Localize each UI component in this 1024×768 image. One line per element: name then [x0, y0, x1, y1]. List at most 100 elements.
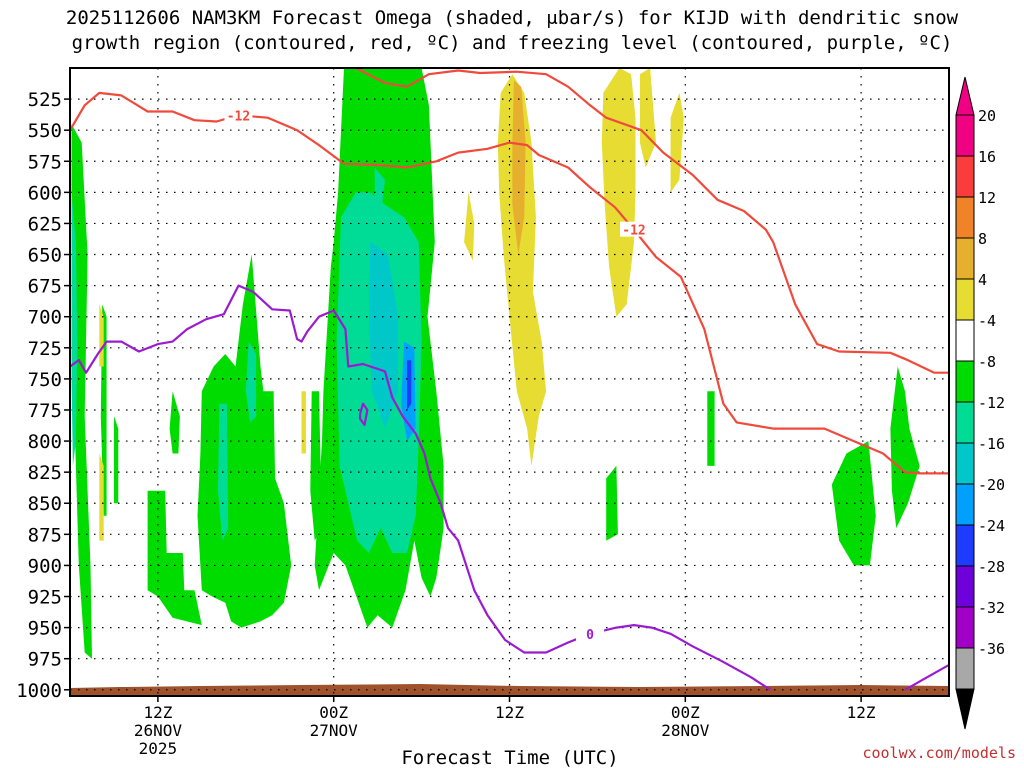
colorbar-box-2	[955, 196, 975, 239]
colorbar-label--20: -20	[978, 476, 1005, 494]
colorbar-box-1	[955, 155, 975, 198]
x-tick-label-42-0: 00Z	[671, 703, 700, 722]
x-tick-label-18-1: 27NOV	[310, 721, 359, 740]
omega-region-4	[99, 453, 104, 541]
colorbar-box-13	[955, 647, 975, 690]
x-tick-label-42-1: 28NOV	[661, 721, 710, 740]
purple-contour-label-bg-0	[576, 625, 605, 641]
y-tick-label-550: 550	[28, 120, 62, 142]
omega-region-18	[374, 167, 385, 218]
omega-region-22	[601, 68, 636, 317]
colorbar-box-11	[955, 565, 975, 608]
colorbar-label--28: -28	[978, 558, 1005, 576]
y-tick-label-900: 900	[28, 555, 62, 577]
dendritic-growth-contours: -12 -12	[70, 68, 949, 475]
omega-region-9	[245, 341, 257, 423]
colorbar-label-8: 8	[978, 230, 987, 248]
x-tick-label-30-0: 12Z	[495, 703, 524, 722]
omega-shading	[71, 68, 920, 659]
colorbar-label--12: -12	[978, 394, 1005, 412]
colorbar-box-8	[955, 442, 975, 485]
y-tick-label-525: 525	[28, 89, 62, 111]
omega-region-7	[169, 391, 180, 454]
colorbar-label-16: 16	[978, 148, 996, 166]
colorbar-label-4: 4	[978, 271, 987, 289]
x-axis-label: Forecast Time (UTC)	[401, 747, 618, 768]
red-contour-label-2: -12	[622, 224, 645, 239]
x-tick-label-6-2: 2025	[139, 739, 178, 758]
y-tick-label-575: 575	[28, 151, 62, 173]
colorbar-label-12: 12	[978, 189, 996, 207]
omega-region-12	[301, 391, 306, 454]
y-tick-label-625: 625	[28, 213, 62, 235]
omega-region-21	[512, 80, 526, 255]
colorbar-label--32: -32	[978, 599, 1005, 617]
omega-region-27	[831, 441, 876, 566]
colorbar-label--24: -24	[978, 517, 1005, 535]
x-tick-label-18-0: 00Z	[319, 703, 348, 722]
omega-region-5	[114, 416, 119, 504]
purple-contour-line-1	[904, 663, 949, 691]
y-tick-label-925: 925	[28, 587, 62, 609]
y-tick-label-725: 725	[28, 338, 62, 360]
omega-region-24	[670, 92, 684, 193]
colorbar-label--16: -16	[978, 435, 1005, 453]
colorbar-box-5	[955, 319, 975, 362]
omega-region-6	[147, 490, 202, 626]
y-tick-label-750: 750	[28, 369, 62, 391]
colorbar: 20 16 12 8 4 -4 -8 -12 -16 -20 -24 -28 -32 -36	[955, 76, 1005, 730]
colorbar-label--4: -4	[978, 312, 996, 330]
y-tick-label-600: 600	[28, 182, 62, 204]
omega-region-25	[606, 465, 618, 541]
grid-lines	[70, 68, 949, 696]
omega-region-15	[368, 242, 399, 429]
red-contour-label-bg-0	[224, 107, 253, 123]
y-tick-label-800: 800	[28, 431, 62, 453]
omega-region-23	[639, 68, 656, 168]
y-tick-label-700: 700	[28, 307, 62, 329]
omega-region-17	[407, 360, 412, 410]
colorbar-box-4	[955, 278, 975, 321]
purple-contour-line-2	[359, 402, 369, 426]
omega-region-1	[71, 192, 78, 466]
colorbar-box-9	[955, 483, 975, 526]
omega-region-0	[71, 124, 92, 659]
freezing-level-contours: 0	[70, 284, 949, 691]
y-tick-label-850: 850	[28, 493, 62, 515]
y-tick-label-650: 650	[28, 245, 62, 267]
y-tick-label-1000: 1000	[16, 680, 62, 702]
x-tick-label-54-0: 12Z	[847, 703, 876, 722]
y-tick-label-975: 975	[28, 649, 62, 671]
terrain-surface	[70, 684, 949, 696]
colorbar-box-7	[955, 401, 975, 444]
red-contour-label2-bg	[620, 221, 649, 237]
x-tick-label-6-0: 12Z	[143, 703, 172, 722]
x-tick-label-6-1: 26NOV	[134, 721, 183, 740]
omega-region-28	[890, 366, 920, 529]
credit-text: coolwx.com/models	[862, 744, 1016, 762]
y-tick-label-950: 950	[28, 618, 62, 640]
y-tick-label-775: 775	[28, 400, 62, 422]
omega-region-19	[464, 192, 475, 261]
colorbar-box-3	[955, 237, 975, 280]
y-axis: 525 550 575 600 625 650 675 700 725 750 775 800 825 8…	[16, 89, 70, 702]
y-tick-label-825: 825	[28, 462, 62, 484]
chart-title-line2: growth region (contoured, red, ºC) and f…	[71, 32, 953, 54]
omega-region-8	[197, 254, 292, 628]
y-tick-label-675: 675	[28, 276, 62, 298]
chart-title-line1: 2025112606 NAM3KM Forecast Omega (shaded…	[65, 7, 959, 29]
red-contour-line-0	[70, 91, 949, 475]
terrain-band	[70, 684, 949, 696]
colorbar-box-10	[955, 524, 975, 567]
y-tick-label-875: 875	[28, 524, 62, 546]
colorbar-label-20: 20	[978, 107, 996, 125]
red-contour-line-1	[355, 68, 949, 374]
omega-region-26	[707, 391, 715, 466]
colorbar-box-12	[955, 606, 975, 649]
colorbar-arrow-top	[955, 76, 975, 116]
colorbar-label--8: -8	[978, 353, 996, 371]
purple-contour-label-0: 0	[586, 628, 594, 643]
colorbar-label--36: -36	[978, 640, 1005, 658]
red-contour-label-0: -12	[227, 109, 250, 124]
